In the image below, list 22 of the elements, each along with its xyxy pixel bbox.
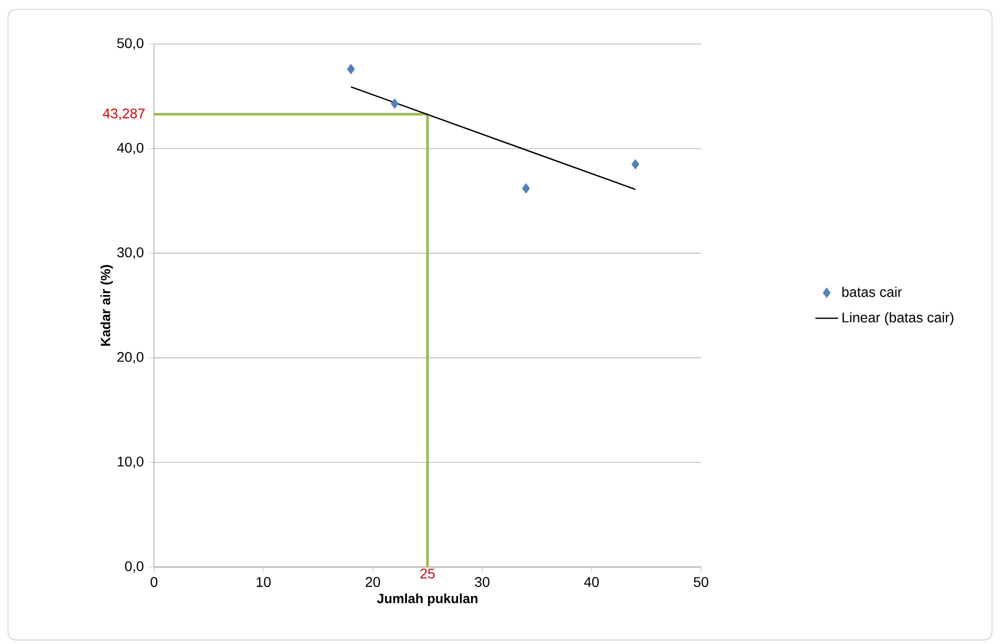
y-tick-label: 20,0	[117, 352, 144, 364]
x-axis-title: Jumlah pukulan	[376, 593, 478, 606]
y-tick-label: 40,0	[117, 142, 144, 154]
legend-label: Linear (batas cair)	[842, 312, 954, 326]
point	[631, 159, 640, 170]
x-tick-label: 10	[256, 577, 271, 587]
y-tick-label: 30,0	[117, 247, 144, 259]
y-axis-title: Kadar air (%)	[100, 265, 113, 346]
y-tick-label: 50,0	[117, 38, 144, 50]
y-tick-label: 0,0	[125, 561, 144, 573]
x-tick-label: 20	[366, 577, 380, 587]
x-tick-label: 40	[584, 577, 599, 587]
point	[522, 183, 530, 194]
ref-line-label: 43,287	[102, 108, 145, 120]
y-tick-label: 10,0	[118, 456, 144, 468]
x-tick-label: 30	[474, 577, 490, 587]
x-tick-label: 50	[694, 577, 708, 587]
point	[347, 64, 355, 74]
ref-line-label: 25	[420, 568, 435, 579]
legend-label: batas cair	[842, 286, 902, 297]
x-tick-label: 0	[150, 577, 158, 587]
point	[390, 98, 399, 109]
